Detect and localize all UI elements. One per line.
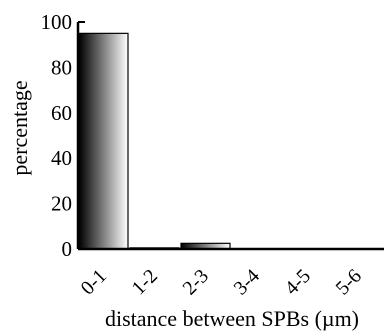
x-tick-label: 4-5: [281, 265, 315, 299]
y-axis-title: percentage: [7, 80, 32, 175]
x-axis: 0-1 1-2 2-3 3-4 4-5 5-6: [77, 247, 384, 299]
x-tick-label: 2-3: [179, 265, 213, 299]
bars-group: [78, 32, 231, 250]
y-tick-label: 40: [51, 146, 72, 170]
y-tick-label: 100: [41, 10, 73, 34]
x-tick-label: 5-6: [332, 265, 366, 299]
y-axis: 0 20 40 60 80 100: [41, 10, 85, 261]
x-tick-label: 1-2: [128, 265, 162, 299]
y-tick-label: 0: [62, 237, 73, 261]
x-tick-label: 3-4: [230, 265, 264, 299]
bar-0-1: [78, 32, 129, 250]
x-axis-title: distance between SPBs (µm): [105, 306, 359, 331]
y-tick-label: 80: [51, 55, 72, 79]
y-tick-label: 20: [51, 192, 72, 216]
x-tick-label: 0-1: [77, 265, 111, 299]
y-tick-label: 60: [51, 101, 72, 125]
